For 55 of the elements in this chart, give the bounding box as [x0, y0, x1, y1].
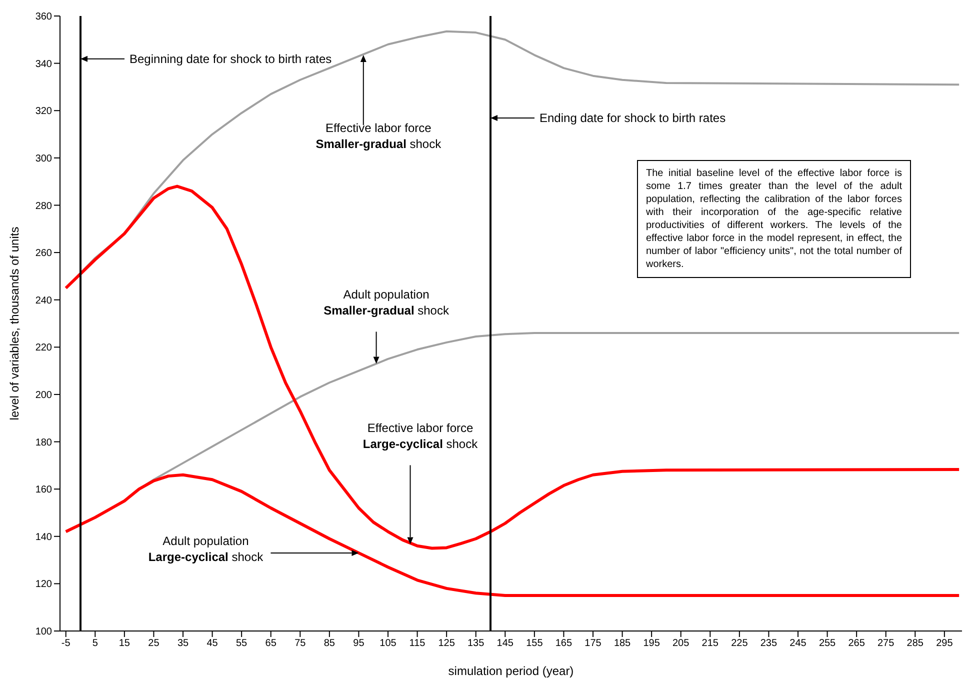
x-tick-label: 165: [555, 638, 572, 650]
y-tick-label: 280: [35, 200, 52, 212]
y-tick-label: 260: [35, 248, 52, 260]
annotation: Beginning date for shock to birth rates: [130, 52, 332, 66]
line-series: [64, 473, 961, 598]
x-axis-title: simulation period (year): [448, 664, 574, 678]
y-tick-label: 300: [35, 153, 52, 164]
annotation: Adult population Smaller-gradual shock: [324, 288, 450, 318]
x-tick-label: 115: [409, 638, 426, 650]
x-tick-label: 45: [206, 638, 218, 650]
y-tick-label: 320: [35, 106, 52, 118]
y-tick-label: 100: [35, 626, 52, 638]
x-tick-label: 65: [265, 638, 277, 650]
y-tick-label: 180: [35, 437, 52, 448]
y-tick-label: 220: [35, 342, 52, 354]
x-tick-label: 35: [177, 638, 189, 650]
x-tick-label: 95: [353, 638, 365, 650]
y-axis-title: level of variables, thousands of units: [7, 226, 22, 420]
x-tick-label: 55: [236, 638, 248, 650]
x-tick-label: 15: [118, 638, 130, 650]
x-tick-label: 275: [878, 638, 895, 650]
x-tick-label: 85: [324, 638, 336, 650]
x-tick-label: 235: [760, 638, 778, 650]
x-tick-label: 175: [584, 638, 602, 650]
x-tick-label: 295: [936, 638, 954, 650]
x-tick-label: -5: [61, 638, 71, 650]
x-tick-label: 25: [148, 638, 160, 650]
y-tick-label: 340: [35, 58, 52, 70]
x-tick-label: 135: [468, 638, 485, 650]
x-tick-label: 105: [380, 638, 397, 650]
annotation: Effective labor force Smaller-gradual shock: [316, 121, 442, 152]
x-tick-label: 205: [672, 638, 690, 650]
x-tick-label: 215: [702, 638, 719, 650]
annotation: Adult population Large-cyclical shock: [148, 534, 264, 564]
annotation: Ending date for shock to birth rates: [540, 110, 726, 125]
y-tick-label: 360: [35, 12, 52, 23]
x-tick-label: 185: [614, 638, 632, 650]
y-tick-label: 140: [35, 532, 52, 543]
x-tick-label: 125: [438, 638, 456, 650]
x-tick-label: 265: [848, 638, 866, 650]
x-tick-label: 245: [790, 638, 807, 650]
x-tick-label: 195: [643, 638, 660, 650]
y-tick-label: 240: [35, 295, 52, 306]
x-tick-label: 5: [92, 638, 98, 650]
y-tick-label: 120: [35, 579, 52, 590]
annotation: The initial baseline level of the effective labor force is some 1.7 times greater than the level of the adult population, reflecting the calibration of the labor forces with their incorporation of the age-specific relative productivities of different workers. The levels of the effective labor force in the model represent, in effect, the number of labor "efficiency units", not the total number of workers.: [637, 160, 911, 278]
x-tick-label: 155: [526, 638, 544, 650]
y-tick-label: 200: [35, 390, 52, 402]
annotation: Effective labor force Large-cyclical shock: [362, 421, 479, 452]
x-tick-label: 285: [906, 638, 924, 650]
y-tick-label: 160: [35, 484, 52, 496]
x-tick-label: 255: [818, 638, 836, 650]
x-tick-label: 225: [731, 638, 748, 650]
x-tick-label: 75: [294, 638, 306, 650]
x-tick-label: 145: [496, 638, 514, 650]
